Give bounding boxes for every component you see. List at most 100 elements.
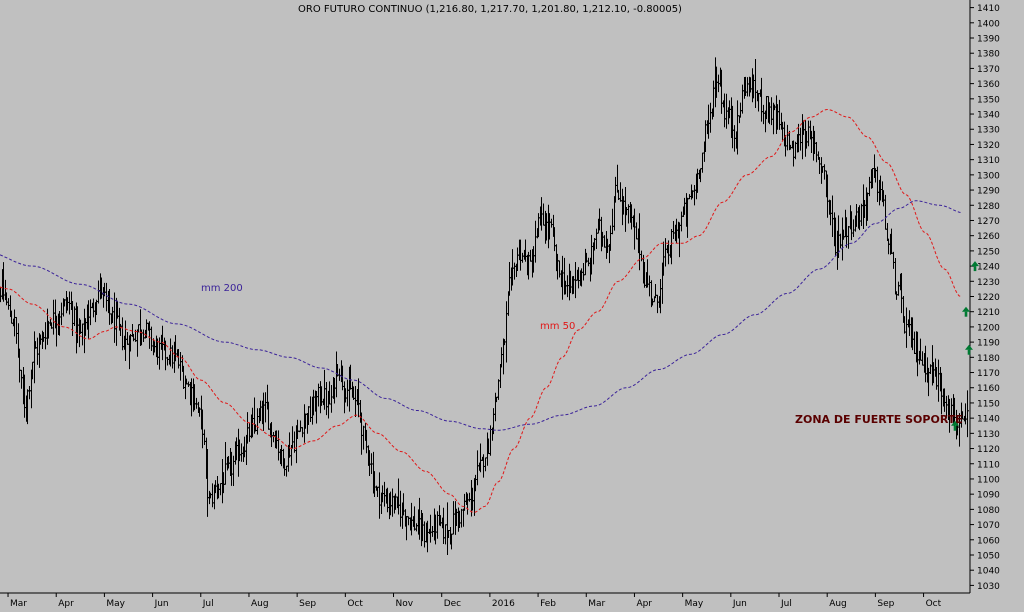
price-bar <box>7 298 10 310</box>
price-bar <box>391 488 394 517</box>
y-tick-label: 1130 <box>977 430 1000 440</box>
x-tick-label: Jul <box>202 599 214 608</box>
price-bar <box>746 77 749 97</box>
price-bar <box>444 524 447 545</box>
y-tick-label: 1410 <box>977 4 1000 14</box>
price-bar <box>595 228 598 250</box>
price-bar <box>463 493 466 511</box>
price-bar <box>799 127 802 151</box>
price-bar <box>248 423 251 442</box>
price-bar <box>815 142 818 163</box>
price-bar <box>876 166 879 203</box>
y-tick-label: 1110 <box>977 460 1000 470</box>
price-bar <box>609 225 612 251</box>
price-bar <box>277 430 280 461</box>
price-bar <box>187 381 190 388</box>
y-tick-label: 1300 <box>977 171 1000 181</box>
price-bar <box>415 523 418 532</box>
y-tick-label: 1390 <box>977 35 1000 45</box>
y-tick-label: 1160 <box>977 384 1000 394</box>
price-bar <box>179 352 182 381</box>
price-bar <box>285 465 288 477</box>
price-bar <box>299 420 302 432</box>
price-bar <box>171 345 174 369</box>
price-bar <box>468 492 471 502</box>
price-bar <box>860 203 863 227</box>
price-bar <box>293 431 296 453</box>
price-bar <box>505 301 508 363</box>
x-tick-label: May <box>106 599 125 608</box>
y-tick-label: 1100 <box>977 475 1000 485</box>
price-bar <box>770 97 773 126</box>
mm50-label: mm 50 <box>540 321 575 332</box>
price-bar <box>325 381 328 416</box>
y-tick-label: 1210 <box>977 308 1000 318</box>
y-tick-label: 1250 <box>977 247 1000 257</box>
arrow-head <box>971 261 979 267</box>
y-tick-label: 1330 <box>977 126 1000 136</box>
price-bar <box>203 429 206 445</box>
arrow-stem <box>973 266 977 272</box>
price-bar <box>908 310 911 336</box>
price-bar <box>484 457 487 472</box>
price-bar <box>778 99 781 130</box>
price-bar <box>462 508 465 527</box>
price-bars <box>0 57 969 556</box>
price-bar <box>423 521 426 548</box>
y-tick-label: 1350 <box>977 95 1000 105</box>
y-tick-label: 1340 <box>977 111 1000 121</box>
price-bar <box>399 490 402 527</box>
up-arrow-icon <box>951 420 959 431</box>
price-bar <box>966 390 969 438</box>
y-tick-label: 1220 <box>977 293 1000 303</box>
price-bar <box>97 280 100 304</box>
x-tick-label: Apr <box>58 599 74 608</box>
price-bar <box>376 486 379 497</box>
price-bar <box>36 337 39 365</box>
y-tick-label: 1030 <box>977 582 1000 592</box>
price-bar <box>272 432 275 443</box>
price-bar <box>195 397 198 409</box>
price-bar <box>508 262 511 296</box>
price-bar <box>497 379 500 400</box>
price-bar <box>68 291 71 315</box>
price-bar <box>33 331 36 384</box>
price-bar <box>397 478 400 515</box>
price-bar <box>921 351 924 366</box>
price-bar <box>383 481 386 507</box>
price-bar <box>44 322 47 350</box>
price-bar <box>558 260 561 278</box>
arrow-head <box>962 306 970 312</box>
price-bar <box>794 141 797 160</box>
price-bar <box>659 278 662 314</box>
y-tick-label: 1200 <box>977 323 1000 333</box>
y-tick-label: 1270 <box>977 217 1000 227</box>
y-tick-label: 1180 <box>977 354 1000 364</box>
price-bar <box>18 348 21 383</box>
price-bar <box>169 338 172 367</box>
price-bar <box>937 359 940 402</box>
support-zone-label: ZONA DE FUERTE SOPORTE <box>795 413 963 426</box>
price-bar <box>20 369 23 389</box>
price-bar <box>810 130 813 154</box>
price-bar <box>807 120 810 147</box>
y-tick-label: 1370 <box>977 65 1000 75</box>
price-bar <box>723 93 726 128</box>
price-bar <box>52 299 55 335</box>
price-bar <box>256 408 259 435</box>
x-tick-label: Mar <box>10 599 27 608</box>
up-arrow-icon <box>965 344 973 355</box>
price-bar <box>550 218 553 228</box>
up-arrow-icon <box>971 261 979 272</box>
ma200-line <box>0 200 961 431</box>
price-bar <box>291 426 294 449</box>
price-bar <box>894 258 897 295</box>
mm200-label: mm 200 <box>201 283 243 294</box>
price-bar <box>429 514 432 543</box>
price-bar <box>616 164 619 193</box>
price-bar <box>760 77 763 122</box>
price-bar <box>405 515 408 541</box>
x-tick-label: Nov <box>396 599 414 608</box>
price-bar <box>309 396 312 423</box>
